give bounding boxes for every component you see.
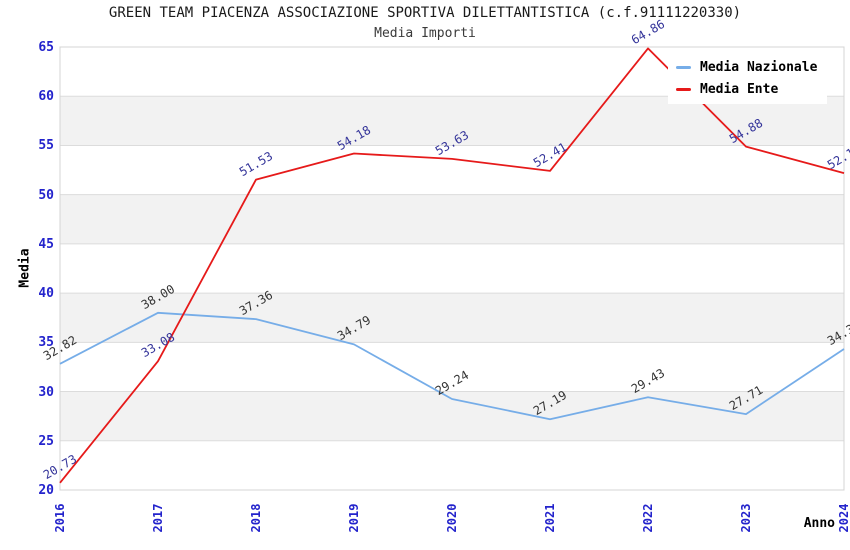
y-tick-label: 45 <box>38 236 54 252</box>
series-line-0 <box>59 311 845 421</box>
x-tick-label: 2017 <box>151 503 165 533</box>
legend-label: Media Nazionale <box>700 60 818 75</box>
y-tick-label: 25 <box>38 433 54 449</box>
legend-label: Media Ente <box>700 82 779 97</box>
y-tick-label: 55 <box>38 138 54 154</box>
plot-band <box>60 293 844 343</box>
legend: Media Nazionale Media Ente <box>668 55 828 104</box>
x-tick-label: 2023 <box>739 503 753 533</box>
series-line-1 <box>59 47 845 484</box>
x-tick-label: 2022 <box>641 503 655 533</box>
legend-swatch-red-line-icon <box>676 88 691 91</box>
y-tick-label: 35 <box>38 335 54 351</box>
plot-band <box>60 194 844 244</box>
y-tick-label: 40 <box>38 286 54 302</box>
y-axis-title: Media <box>17 248 33 288</box>
y-tick-label: 65 <box>38 40 54 55</box>
y-tick-label: 50 <box>38 187 54 203</box>
legend-item-media-nazionale: Media Nazionale <box>676 60 817 75</box>
plot-border <box>59 46 845 491</box>
x-tick-label: 2016 <box>53 503 67 533</box>
legend-item-media-ente: Media Ente <box>676 82 817 97</box>
plot-band <box>60 96 844 146</box>
y-tick-label: 60 <box>38 89 54 105</box>
x-tick-label: 2024 <box>837 503 850 533</box>
y-tick-label: 20 <box>38 483 54 498</box>
x-tick-label: 2021 <box>543 503 557 533</box>
legend-swatch-blue-line-icon <box>676 66 691 69</box>
x-tick-label: 2018 <box>249 503 263 533</box>
chart-title: GREEN TEAM PIACENZA ASSOCIAZIONE SPORTIV… <box>108 5 742 21</box>
x-axis-title: Anno <box>803 516 835 531</box>
chart-subtitle: Media Importi <box>374 26 476 41</box>
x-tick-label: 2019 <box>347 503 361 533</box>
y-tick-label: 30 <box>38 384 54 400</box>
x-tick-label: 2020 <box>445 503 459 533</box>
